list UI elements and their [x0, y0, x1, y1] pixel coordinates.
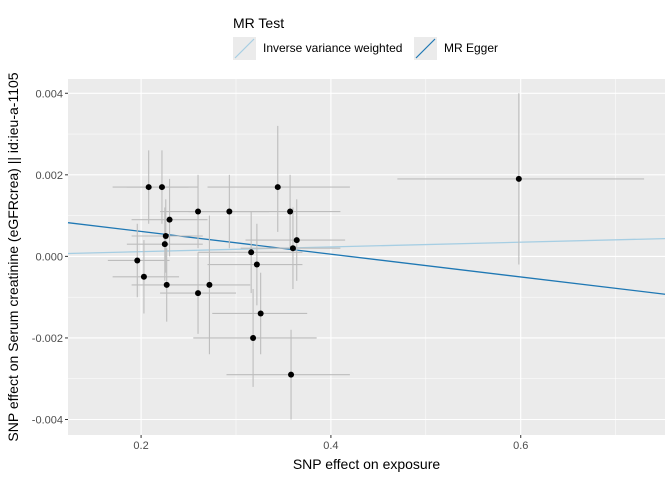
- y-tick-label: -0.002: [32, 333, 63, 345]
- legend-title: MR Test: [233, 15, 284, 31]
- snp-point: [288, 371, 295, 378]
- y-axis-title: SNP effect on Serum creatinine (eGFRcrea…: [5, 72, 21, 441]
- snp-point: [161, 241, 168, 248]
- legend-label-ivw: Inverse variance weighted: [263, 41, 402, 55]
- snp-point: [289, 245, 296, 252]
- legend-key-mr-egger: [414, 37, 437, 60]
- snp-point: [274, 184, 281, 191]
- snp-point: [293, 237, 300, 244]
- y-tick-label: -0.004: [32, 415, 63, 427]
- snp-point: [166, 216, 173, 223]
- snp-point: [248, 249, 255, 256]
- plot-panel: [68, 79, 665, 435]
- y-tick-label: 0.004: [35, 88, 63, 100]
- x-axis-title: SNP effect on exposure: [293, 456, 441, 472]
- snp-point: [140, 273, 147, 280]
- snp-point: [195, 208, 202, 215]
- snp-point: [134, 257, 141, 264]
- snp-point: [162, 232, 169, 239]
- y-axis-ticks: -0.004 -0.002 0.000 0.002 0.004: [32, 88, 68, 427]
- snp-point: [257, 310, 264, 317]
- snp-point: [206, 281, 213, 288]
- snp-point: [250, 334, 257, 341]
- snp-point: [195, 290, 202, 297]
- x-tick-label: 0.4: [323, 440, 338, 452]
- x-tick-label: 0.2: [133, 440, 148, 452]
- snp-point: [287, 208, 294, 215]
- snp-point: [158, 184, 165, 191]
- snp-point: [226, 208, 233, 215]
- y-tick-label: 0.000: [35, 251, 63, 263]
- grid-lines: [68, 79, 665, 435]
- y-tick-label: 0.002: [35, 170, 63, 182]
- x-tick-label: 0.6: [513, 440, 528, 452]
- legend-key-ivw: [233, 37, 256, 60]
- snp-point: [515, 175, 522, 182]
- ivw-regression-line: [67, 237, 666, 255]
- data-points: [134, 175, 522, 378]
- snp-point: [145, 184, 152, 191]
- snp-point: [253, 261, 260, 268]
- legend-label-mr-egger: MR Egger: [444, 41, 498, 55]
- snp-point: [163, 281, 170, 288]
- x-axis-ticks: 0.2 0.4 0.6: [133, 435, 528, 452]
